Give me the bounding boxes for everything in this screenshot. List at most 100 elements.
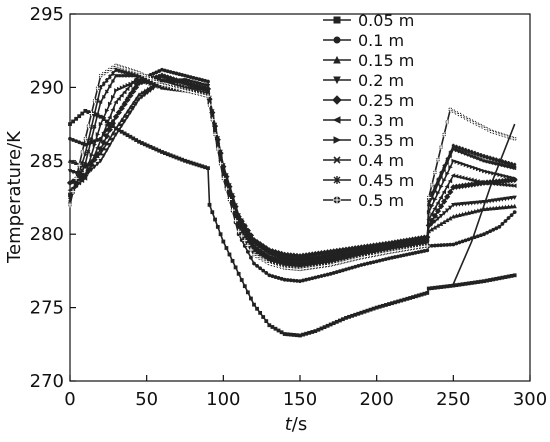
series-marker	[154, 70, 159, 75]
series-marker	[77, 114, 82, 119]
series-marker	[165, 69, 170, 74]
legend-label: 0.4 m	[358, 151, 404, 170]
legend-label: 0.25 m	[358, 91, 414, 110]
series-marker	[460, 282, 465, 287]
legend-entry: 0.2 m	[323, 71, 404, 90]
series-marker	[500, 173, 505, 178]
series-marker	[165, 79, 170, 85]
series-marker	[255, 306, 259, 311]
series-marker	[86, 137, 91, 143]
series-marker	[101, 81, 106, 87]
series-marker	[425, 248, 430, 253]
series-marker	[98, 138, 103, 143]
series-marker	[107, 143, 113, 148]
series-marker	[171, 70, 176, 75]
series-marker	[107, 74, 112, 80]
series-marker	[236, 271, 241, 276]
series-marker-detail	[257, 255, 263, 261]
series-marker-detail	[242, 238, 248, 244]
series-marker-detail	[139, 71, 145, 77]
series-marker	[104, 140, 110, 146]
series-marker	[433, 285, 437, 290]
series-marker	[331, 254, 337, 260]
series-marker	[139, 95, 145, 100]
series-marker	[288, 278, 293, 283]
series-marker	[488, 278, 493, 282]
series-marker	[258, 266, 263, 271]
series-marker-detail	[260, 257, 266, 263]
series-marker	[142, 92, 147, 98]
series-marker	[466, 237, 471, 242]
series-marker	[170, 81, 176, 86]
series-marker	[249, 296, 253, 301]
series-marker	[488, 155, 493, 161]
series-marker	[490, 205, 496, 211]
series-marker	[337, 269, 342, 274]
series-marker	[502, 182, 508, 188]
series-marker	[435, 200, 440, 206]
series-marker	[70, 159, 76, 164]
legend-entry: 0.25 m	[323, 91, 414, 110]
series-marker	[267, 273, 272, 278]
x-axis-label-italic: t	[285, 414, 293, 435]
series-marker	[463, 281, 468, 286]
series-marker	[83, 173, 88, 178]
series-marker	[395, 254, 400, 259]
series-marker	[312, 254, 318, 260]
series-0-35-m	[68, 77, 518, 265]
series-marker	[88, 160, 94, 166]
series-marker	[101, 115, 107, 120]
series-marker	[205, 88, 210, 93]
series-marker	[506, 174, 512, 180]
series-marker	[466, 281, 471, 286]
series-marker	[298, 259, 303, 265]
series-marker	[210, 210, 215, 215]
series-marker	[435, 216, 441, 222]
series-marker	[322, 256, 328, 261]
series-marker	[291, 333, 296, 337]
series-marker	[245, 249, 250, 254]
series-marker-detail	[472, 120, 477, 126]
rising-line-path	[452, 123, 516, 285]
series-marker	[95, 132, 101, 137]
series-marker	[479, 233, 483, 238]
series-marker	[463, 151, 468, 156]
series-marker	[103, 133, 110, 140]
series-marker-detail	[212, 131, 218, 137]
series-marker	[157, 69, 162, 73]
series-marker	[264, 271, 269, 275]
series-marker	[419, 249, 424, 254]
series-marker-detail	[110, 65, 116, 70]
series-marker	[213, 217, 217, 222]
series-lines	[66, 62, 518, 338]
series-marker	[328, 252, 333, 257]
series-marker	[466, 201, 471, 206]
series-marker	[255, 250, 259, 255]
series-marker	[359, 310, 364, 315]
series-marker	[233, 265, 238, 270]
series-marker	[267, 323, 272, 328]
series-marker	[92, 164, 97, 170]
series-marker	[309, 255, 315, 260]
series-marker	[331, 321, 336, 326]
series-marker	[488, 160, 493, 165]
series-marker	[197, 77, 202, 82]
series-marker	[478, 157, 483, 162]
series-marker	[86, 149, 91, 154]
series-marker	[500, 159, 505, 165]
series-marker	[276, 328, 281, 333]
series-marker	[457, 149, 462, 154]
series-marker	[350, 250, 355, 255]
series-marker	[460, 146, 465, 152]
series-marker	[80, 111, 85, 116]
series-marker	[119, 85, 125, 90]
series-marker	[460, 239, 465, 244]
series-marker	[245, 238, 250, 244]
series-marker	[466, 210, 471, 215]
series-marker-detail	[218, 161, 223, 167]
series-marker-detail	[224, 186, 229, 192]
series-marker	[350, 265, 355, 270]
series-marker	[295, 278, 299, 283]
legend-entry: 0.3 m	[323, 111, 404, 130]
series-marker	[365, 247, 370, 252]
